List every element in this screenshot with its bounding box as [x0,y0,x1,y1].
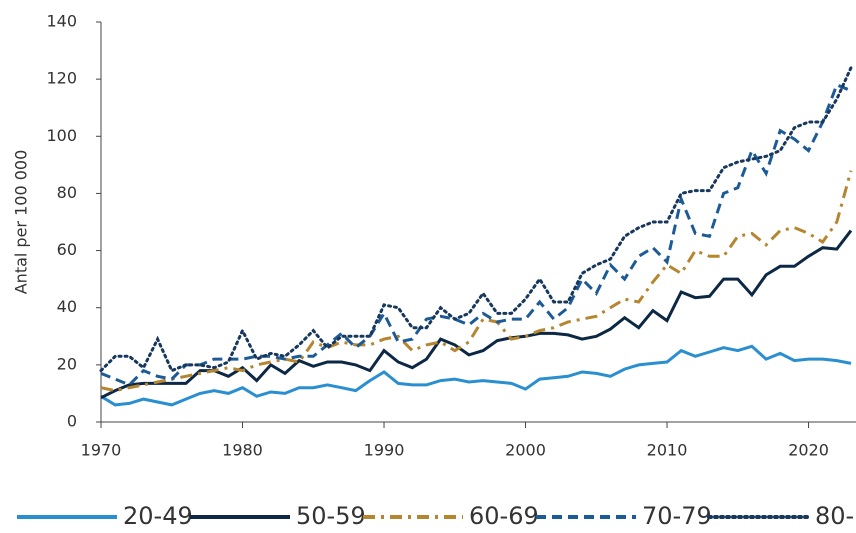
series-line [100,170,853,393]
legend-label: 20-49 [123,502,193,529]
series-line [99,66,853,373]
y-tick-label: 140 [46,12,77,31]
legend-label: 70-79 [642,502,712,529]
x-tick-label: 1980 [222,441,263,460]
y-tick-label: 40 [57,297,77,316]
y-tick-label: 60 [57,240,77,259]
y-axis-title: Antal per 100 000 [12,150,31,295]
x-tick-label: 2020 [788,441,829,460]
y-tick-label: 100 [46,126,77,145]
series-line [100,344,852,407]
y-tick-label: 80 [57,183,77,202]
y-tick-label: 120 [46,69,77,88]
series-line [100,229,853,400]
series-line [100,82,852,387]
x-tick-label: 2000 [505,441,546,460]
x-tick-label: 2010 [647,441,688,460]
legend-label: 50-59 [296,502,366,529]
x-tick-label: 1990 [364,441,405,460]
y-tick-label: 0 [67,412,77,431]
legend-label: 60-69 [469,502,539,529]
x-tick-label: 1970 [81,441,122,460]
y-tick-label: 20 [57,354,77,373]
legend-label: 80- [815,502,854,529]
